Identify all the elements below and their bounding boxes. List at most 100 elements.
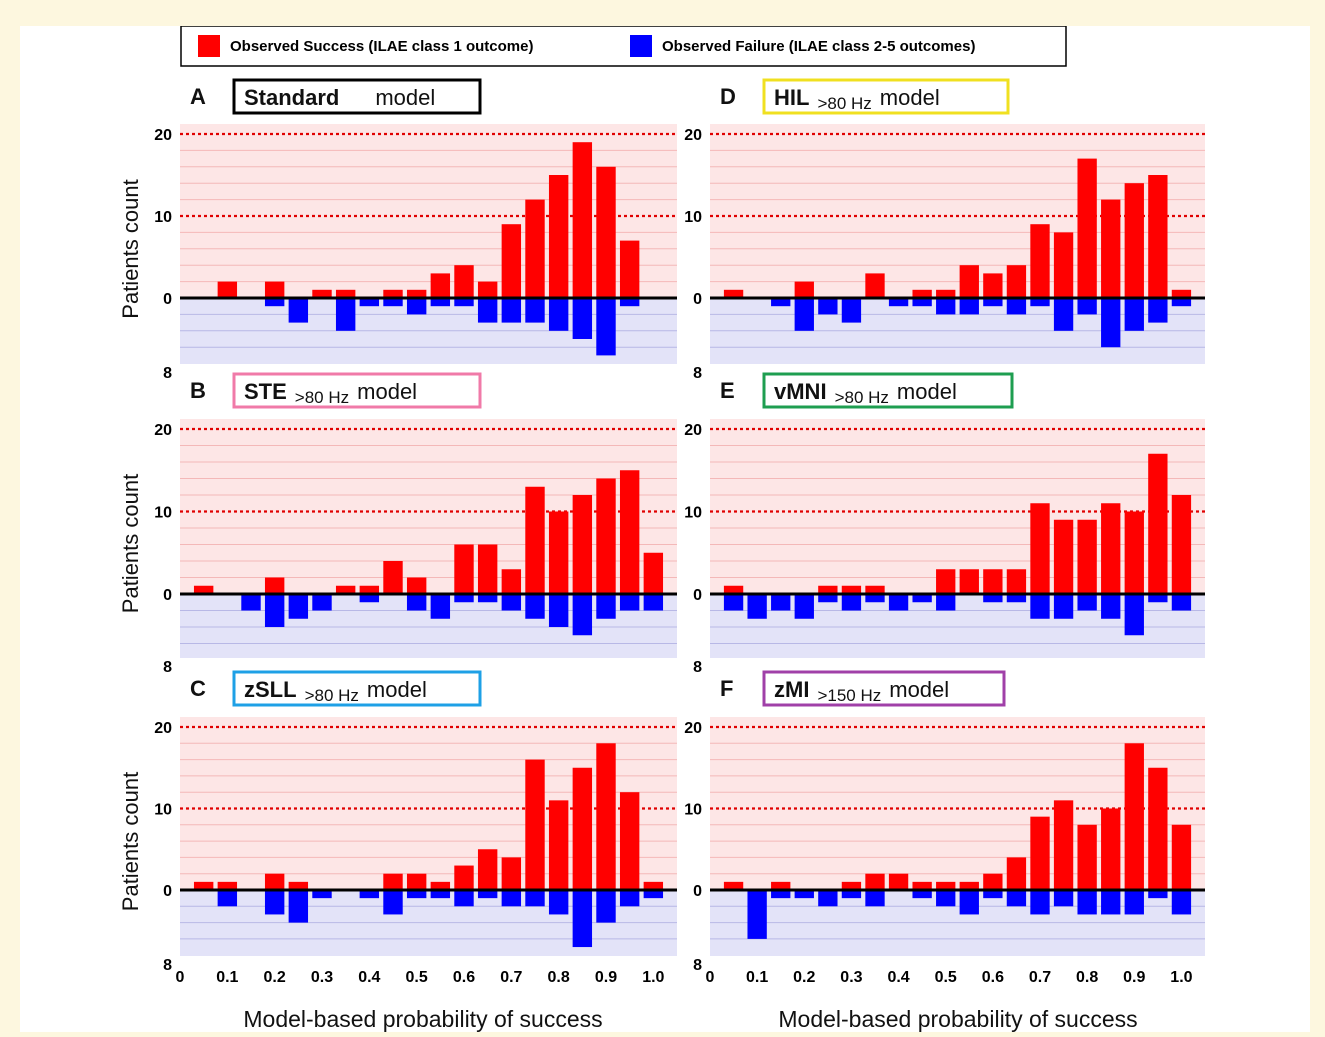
panel-title: zMI >150 Hz model — [774, 677, 949, 705]
y-tick-label: 20 — [684, 422, 702, 439]
bar-failure — [1077, 594, 1097, 611]
legend-success-swatch — [198, 35, 220, 57]
bar-success — [1053, 232, 1074, 298]
bar-failure — [959, 298, 979, 315]
x-axis-titles: Model-based probability of success Model… — [243, 1006, 1137, 1032]
bar-failure — [312, 594, 332, 611]
x-tick-label: 0 — [176, 969, 185, 986]
bar-failure — [794, 594, 814, 619]
bar-success — [383, 873, 403, 890]
bar-failure — [1006, 594, 1027, 603]
x-tick-label: 0.2 — [793, 969, 815, 986]
y-axis-title: Patients count — [118, 772, 143, 911]
bar-success — [264, 281, 285, 298]
plot-background-positive — [710, 419, 1205, 594]
bar-failure — [454, 890, 474, 907]
bar-success — [1077, 824, 1097, 890]
bar-success — [723, 881, 744, 890]
bar-success — [818, 585, 838, 594]
panel-title: zSLL >80 Hz model — [244, 677, 427, 705]
bar-failure — [619, 298, 640, 307]
x-tick-label: 0.2 — [264, 969, 286, 986]
panel-title-frame — [232, 372, 482, 409]
bar-failure — [288, 594, 309, 619]
bar-failure — [406, 594, 427, 611]
bar-failure — [1171, 594, 1192, 611]
bar-failure — [1030, 890, 1050, 915]
x-tick-label: 0.7 — [500, 969, 522, 986]
bar-failure — [794, 298, 814, 331]
x-tick-label: 0.5 — [406, 969, 428, 986]
bar-success — [912, 289, 932, 298]
bar-success — [454, 544, 474, 594]
plot-background-positive — [180, 717, 677, 890]
model-frequency: >80 Hz — [305, 686, 359, 705]
bar-failure — [912, 890, 932, 899]
bar-failure — [1053, 594, 1074, 619]
bar-failure — [1101, 890, 1121, 915]
bar-failure — [1077, 298, 1097, 315]
bar-success — [1006, 569, 1027, 594]
y-axis-title: Patients count — [118, 474, 143, 613]
chart-figure: Observed Success (ILAE class 1 outcome) … — [118, 25, 1205, 1032]
bar-success — [936, 289, 956, 298]
legend: Observed Success (ILAE class 1 outcome) … — [180, 25, 1067, 67]
bar-success — [312, 289, 332, 298]
bar-failure — [406, 890, 427, 899]
bar-failure — [888, 594, 909, 611]
bar-failure — [643, 594, 664, 611]
x-tick-label: 0.9 — [1123, 969, 1145, 986]
bar-success — [335, 585, 356, 594]
x-tick-label: 0 — [706, 969, 715, 986]
legend-failure-label: Observed Failure (ILAE class 2-5 outcome… — [662, 38, 975, 55]
bar-success — [430, 273, 451, 298]
panel-a: 20 10 0 8 Patients count A Standard model — [118, 78, 677, 382]
model-suffix: model — [880, 85, 940, 110]
x-tick-label: 0.3 — [840, 969, 862, 986]
x-tick-label: 0.1 — [216, 969, 238, 986]
bar-failure — [572, 890, 593, 948]
bar-failure — [288, 298, 309, 323]
bar-failure — [818, 298, 838, 315]
panel-title-frame — [232, 78, 482, 115]
y-tick-label: 8 — [163, 957, 172, 974]
y-tick-label: 8 — [693, 957, 702, 974]
bar-success — [193, 881, 214, 890]
bar-success — [193, 585, 214, 594]
bar-success — [983, 273, 1003, 298]
bar-failure — [548, 594, 569, 627]
bar-success — [912, 881, 932, 890]
bar-failure — [747, 890, 767, 939]
bar-success — [548, 800, 569, 890]
bar-failure — [983, 298, 1003, 307]
bar-failure — [723, 594, 744, 611]
bar-failure — [771, 890, 791, 899]
bar-success — [525, 199, 545, 298]
bar-success — [619, 240, 640, 298]
model-suffix: model — [367, 677, 427, 702]
bar-success — [359, 585, 380, 594]
bar-failure — [983, 594, 1003, 603]
panel-b: 20 10 0 8 Patients count B STE >80 Hz model — [118, 372, 677, 676]
bar-failure — [818, 594, 838, 603]
bar-failure — [572, 594, 593, 636]
model-name: HIL — [774, 85, 809, 110]
bar-failure — [1030, 594, 1050, 619]
bar-success — [525, 759, 545, 890]
bar-failure — [1124, 594, 1144, 636]
bar-success — [501, 857, 522, 890]
bar-success — [477, 849, 498, 890]
bar-failure — [619, 594, 640, 611]
y-tick-label: 20 — [154, 127, 172, 144]
panel-letter: F — [720, 676, 733, 701]
x-tick-label: 0.4 — [358, 969, 380, 986]
x-tick-label: 0.1 — [746, 969, 768, 986]
x-axis-title-right: Model-based probability of success — [778, 1006, 1137, 1032]
bar-success — [865, 585, 885, 594]
bar-success — [1030, 503, 1050, 594]
bar-success — [477, 544, 498, 594]
x-tick-label: 1.0 — [642, 969, 664, 986]
model-name: STE — [244, 379, 287, 404]
bar-failure — [525, 298, 545, 323]
